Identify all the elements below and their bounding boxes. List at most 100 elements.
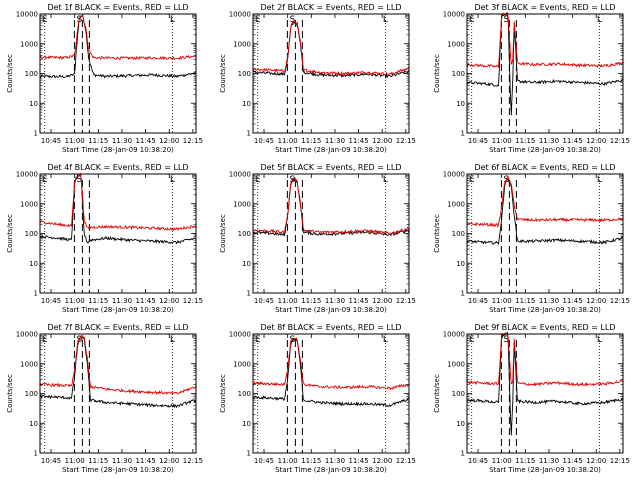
marker-label-s: S [290, 15, 296, 25]
x-tick-label: 12:00 [372, 137, 392, 145]
y-tick-label: 10 [29, 420, 38, 428]
marker-label-e: E [469, 175, 475, 185]
series-line-lld [466, 332, 624, 387]
y-axis-label: Counts/sec [219, 374, 227, 413]
x-tick-label: 11:15 [88, 137, 108, 145]
x-tick-label: 12:00 [159, 137, 179, 145]
y-tick-label: 100 [452, 70, 465, 78]
series-line-lld [252, 19, 410, 76]
marker-label-e: E [469, 15, 475, 25]
x-tick-label: 10:45 [468, 457, 488, 465]
x-tick-label: 11:30 [112, 457, 132, 465]
x-tick-label: 10:45 [41, 137, 61, 145]
series-line-events [252, 176, 410, 237]
x-tick-label: 10:45 [41, 457, 61, 465]
x-tick-label: 11:15 [88, 457, 108, 465]
marker-label-e: E [255, 175, 261, 185]
x-tick-label: 12:00 [586, 457, 606, 465]
x-tick-label: 11:30 [112, 297, 132, 305]
x-tick-label: 11:45 [135, 297, 155, 305]
y-tick-label: 100 [238, 390, 251, 398]
x-tick-label: 11:45 [135, 457, 155, 465]
y-tick-label: 1000 [233, 40, 251, 48]
x-tick-label: 11:15 [515, 137, 535, 145]
marker-label-l: L [170, 335, 175, 345]
y-tick-label: 1 [34, 290, 38, 298]
x-tick-label: 11:00 [65, 297, 85, 305]
chart-title: Det 9f BLACK = Events, RED = LLD [474, 323, 615, 332]
x-tick-label: 11:45 [562, 137, 582, 145]
y-axis-label: Counts/sec [6, 374, 14, 413]
plot-frame [466, 333, 624, 454]
x-tick-label: 10:45 [468, 137, 488, 145]
x-tick-label: 11:00 [278, 297, 298, 305]
y-tick-label: 10000 [443, 11, 465, 19]
chart-panel-9: Det 9f BLACK = Events, RED = LLD E S L 1 10 10… [433, 323, 630, 474]
plot-frame [466, 173, 624, 294]
x-tick-label: 11:00 [492, 137, 512, 145]
y-tick-label: 1000 [447, 40, 465, 48]
plot-frame [466, 13, 624, 134]
marker-label-e: E [42, 15, 48, 25]
y-tick-label: 1000 [20, 40, 38, 48]
marker-label-e: E [255, 15, 261, 25]
y-tick-label: 1000 [447, 360, 465, 368]
x-tick-label: 11:00 [65, 137, 85, 145]
y-tick-label: 100 [25, 390, 38, 398]
y-tick-label: 1 [247, 290, 251, 298]
series-line-events [39, 14, 197, 79]
y-tick-label: 1 [461, 130, 465, 138]
x-tick-label: 11:00 [492, 297, 512, 305]
marker-label-l: L [383, 335, 388, 345]
x-tick-label: 12:15 [396, 457, 416, 465]
marker-label-l: L [597, 335, 602, 345]
x-tick-label: 12:00 [586, 137, 606, 145]
y-tick-label: 10000 [16, 331, 38, 339]
y-tick-label: 1000 [233, 200, 251, 208]
plot-frame [39, 173, 197, 294]
series-line-events [466, 11, 624, 116]
y-tick-label: 100 [238, 70, 251, 78]
series-line-events [252, 21, 410, 79]
series-line-lld [252, 177, 410, 235]
x-tick-label: 11:30 [112, 137, 132, 145]
x-tick-label: 12:15 [183, 137, 203, 145]
x-tick-label: 11:15 [301, 457, 321, 465]
x-tick-label: 10:45 [41, 297, 61, 305]
marker-label-l: L [597, 175, 602, 185]
y-tick-label: 10000 [443, 171, 465, 179]
y-tick-label: 10000 [443, 331, 465, 339]
x-tick-label: 11:30 [539, 137, 559, 145]
x-tick-label: 11:00 [492, 457, 512, 465]
x-tick-label: 11:30 [325, 137, 345, 145]
y-tick-label: 10000 [229, 171, 251, 179]
x-tick-label: 11:30 [539, 457, 559, 465]
x-tick-label: 11:45 [348, 297, 368, 305]
marker-label-l: L [597, 15, 602, 25]
x-tick-label: 11:15 [515, 457, 535, 465]
x-tick-label: 12:15 [610, 457, 630, 465]
x-tick-label: 12:15 [610, 297, 630, 305]
marker-label-s: S [504, 335, 510, 345]
x-tick-label: 11:45 [348, 457, 368, 465]
y-axis-label: Counts/sec [6, 214, 14, 253]
x-tick-label: 10:45 [254, 137, 274, 145]
x-tick-label: 10:45 [254, 457, 274, 465]
marker-label-l: L [383, 15, 388, 25]
marker-label-e: E [469, 335, 475, 345]
x-tick-label: 12:00 [159, 457, 179, 465]
y-axis-label: Counts/sec [219, 214, 227, 253]
x-axis-label: Start Time (28-Jan-09 10:38:20) [275, 146, 387, 154]
x-tick-label: 12:15 [183, 297, 203, 305]
y-tick-label: 1 [34, 130, 38, 138]
chart-title: Det 6f BLACK = Events, RED = LLD [474, 163, 615, 172]
y-tick-label: 1 [461, 450, 465, 458]
plot-frame [39, 13, 197, 134]
y-tick-label: 1000 [20, 200, 38, 208]
x-tick-label: 11:00 [65, 457, 85, 465]
marker-label-s: S [77, 175, 83, 185]
series-line-lld [466, 12, 624, 69]
